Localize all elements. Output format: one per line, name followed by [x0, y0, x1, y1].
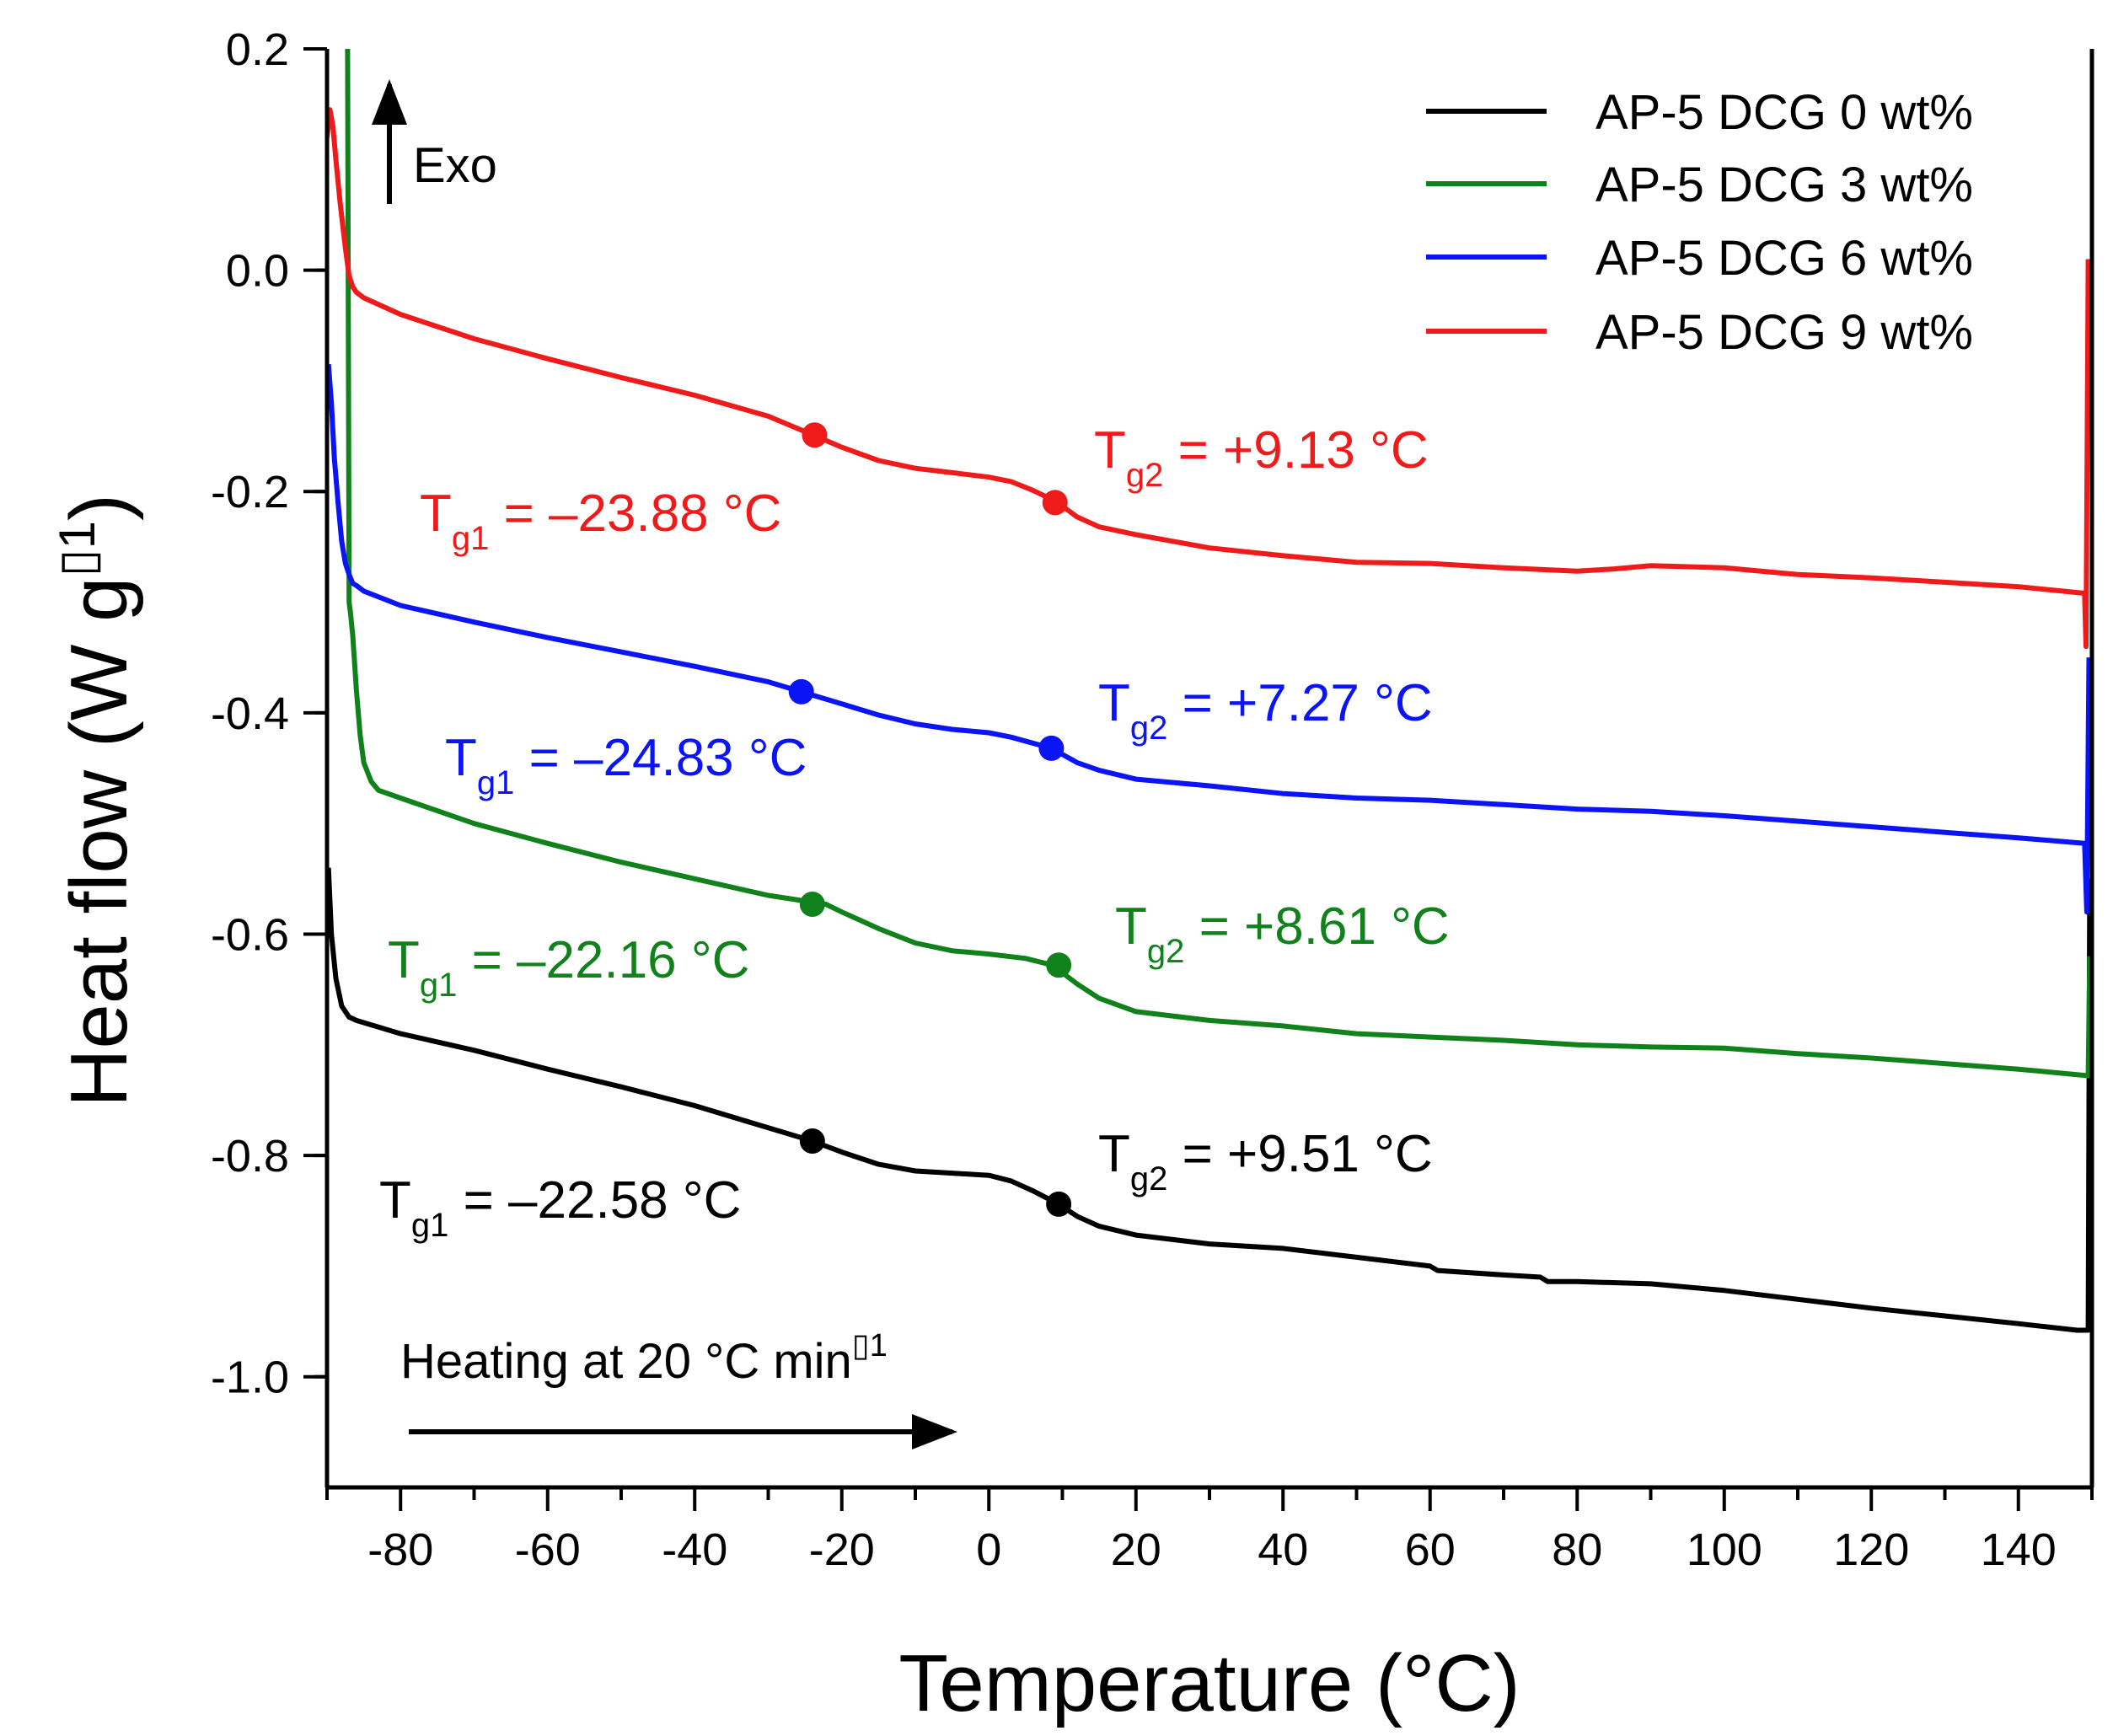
y-tick-label: 0.0 [226, 246, 289, 297]
tg-annotation-symbol: T [420, 485, 452, 543]
tg-marker [788, 678, 814, 705]
y-axis-title-main: Heat flow (W g [54, 576, 144, 1106]
legend-entry-3: AP-5 DCG 9 wt% [1595, 305, 1973, 360]
marker-layer [788, 422, 1072, 1217]
tg-annotation-subscript: g1 [420, 967, 458, 1004]
x-tick-label: -20 [809, 1524, 875, 1575]
tg-marker [1042, 490, 1068, 516]
x-axis-title: Temperature (°C) [898, 1638, 1520, 1728]
x-tick-label: 20 [1111, 1524, 1161, 1575]
tg-annotation-symbol: T [1094, 421, 1126, 480]
tg-annotation-symbol: T [1098, 1125, 1130, 1183]
legend-entry-2: AP-5 DCG 6 wt% [1595, 231, 1973, 286]
tg-annotation-value: = +8.61 °C [1184, 897, 1449, 956]
x-tick-label: 80 [1552, 1524, 1602, 1575]
exo-indicator: Exo [372, 79, 497, 204]
tg-annotation-symbol: T [388, 931, 420, 989]
x-tick-label: 0 [976, 1524, 1001, 1575]
tg-annotation-subscript: g2 [1126, 457, 1164, 494]
tg-annotation-subscript: g2 [1147, 933, 1185, 970]
tg-annotation-subscript: g1 [477, 764, 515, 801]
tg-annotation: Tg1 = –24.83 °C [445, 729, 807, 801]
x-tick-label: 120 [1833, 1524, 1909, 1575]
y-axis-title-close: ) [54, 494, 144, 521]
y-tick-label: -1.0 [211, 1353, 289, 1403]
x-tick-label: 100 [1687, 1524, 1762, 1575]
tg-annotation: Tg1 = –22.58 °C [379, 1171, 741, 1244]
tg-annotation-subscript: g1 [452, 520, 490, 557]
x-ticks: -80 -60 -40 -20 0 20 40 60 80 100 120 140 [325, 1487, 2094, 1575]
y-tick-label: 0.2 [226, 24, 289, 75]
tg-marker [1046, 1191, 1072, 1217]
tg-annotation-subscript: g1 [411, 1207, 449, 1244]
tg-annotation-value: = –24.83 °C [514, 729, 807, 787]
tg-annotation: Tg2 = +9.13 °C [1094, 421, 1429, 494]
tg-marker [799, 892, 825, 918]
legend-entry-1: AP-5 DCG 3 wt% [1595, 158, 1973, 212]
tg-annotation: Tg1 = –23.88 °C [420, 485, 781, 557]
heating-label: Heating at 20 °C min▯1 [400, 1328, 888, 1389]
y-axis-title: Heat flow (W g▯1) [49, 494, 144, 1107]
series-line-3 [327, 107, 2091, 650]
tg-marker [1038, 735, 1065, 761]
tg-annotation-value: = +9.51 °C [1167, 1125, 1432, 1183]
y-ticks: -1.0 -0.8 -0.6 -0.4 -0.2 0.0 0.2 [211, 24, 327, 1403]
tg-annotation-subscript: g2 [1130, 1160, 1168, 1198]
heating-indicator: Heating at 20 °C min▯1 [400, 1328, 957, 1449]
tg-annotation-symbol: T [379, 1171, 411, 1230]
tg-annotation: Tg2 = +8.61 °C [1115, 897, 1450, 970]
y-axis-title-sup: 1 [49, 521, 105, 549]
x-tick-label: -80 [367, 1524, 433, 1575]
x-tick-label: -40 [662, 1524, 727, 1575]
tg-annotation-value: = +7.27 °C [1167, 674, 1432, 732]
x-tick-label: 140 [1981, 1524, 2057, 1575]
legend: AP-5 DCG 0 wt% AP-5 DCG 3 wt% AP-5 DCG 6 w… [1426, 85, 1973, 360]
series-line-2 [327, 363, 2092, 915]
x-tick-label: -60 [515, 1524, 581, 1575]
tg-annotation-value: = +9.13 °C [1163, 421, 1428, 480]
y-tick-label: -0.4 [211, 689, 289, 739]
tg-annotation-value: = –22.58 °C [448, 1171, 741, 1230]
series-line-1 [345, 49, 2092, 1079]
tg-annotation-symbol: T [1115, 897, 1147, 956]
exo-label: Exo [413, 138, 497, 193]
tg-marker [799, 1128, 825, 1155]
heating-label-main: Heating at 20 °C min [400, 1334, 852, 1389]
tg-annotation-subscript: g2 [1130, 710, 1168, 747]
tg-annotation-value: = –23.88 °C [489, 485, 781, 543]
heating-label-sup: 1 [870, 1328, 888, 1364]
heating-label-sup-box: ▯ [852, 1328, 870, 1364]
y-tick-label: -0.6 [211, 909, 289, 960]
y-tick-label: -0.8 [211, 1131, 289, 1181]
x-tick-label: 40 [1258, 1524, 1308, 1575]
tg-marker [1046, 952, 1072, 978]
legend-entry-0: AP-5 DCG 0 wt% [1595, 85, 1973, 140]
y-tick-label: -0.2 [211, 467, 289, 517]
tg-annotation-symbol: T [445, 729, 477, 787]
tg-annotation-value: = –22.16 °C [457, 931, 749, 989]
tg-annotation: Tg2 = +7.27 °C [1098, 674, 1433, 747]
x-tick-label: 60 [1405, 1524, 1456, 1575]
tg-annotation-symbol: T [1098, 674, 1130, 732]
y-axis-title-sup-box: ▯ [49, 549, 105, 576]
tg-annotation: Tg2 = +9.51 °C [1098, 1125, 1433, 1198]
tg-marker [802, 422, 828, 448]
tg-annotation: Tg1 = –22.16 °C [388, 931, 749, 1004]
